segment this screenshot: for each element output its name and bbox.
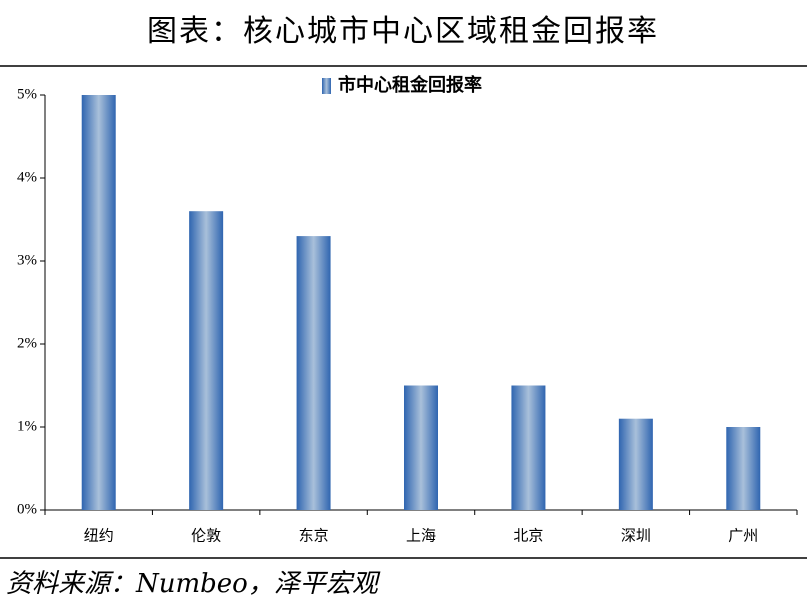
y-tick-label: 3% [17, 252, 37, 268]
bar [618, 418, 653, 510]
bar [189, 211, 224, 510]
y-tick-label: 1% [17, 418, 37, 434]
x-tick-label: 广州 [728, 527, 758, 545]
x-tick-label: 深圳 [621, 527, 651, 545]
x-tick-label: 纽约 [84, 527, 114, 545]
x-tick-label: 上海 [406, 527, 436, 545]
y-tick-label: 5% [17, 86, 37, 102]
y-tick-label: 0% [17, 501, 37, 517]
bar [404, 385, 438, 510]
y-tick-label: 2% [17, 335, 37, 351]
bar [726, 427, 761, 510]
x-tick-label: 北京 [513, 527, 543, 545]
x-tick-label: 伦敦 [191, 527, 221, 545]
page-title: 图表：核心城市中心区域租金回报率 [147, 14, 659, 49]
x-tick-label: 东京 [299, 527, 329, 545]
legend-label: 市中心租金回报率 [338, 74, 482, 96]
legend-swatch [322, 78, 331, 94]
bar [81, 95, 116, 510]
bar [296, 236, 331, 510]
source-note: 资料来源：Numbeo，泽平宏观 [6, 569, 381, 599]
bar [511, 385, 546, 510]
y-tick-label: 4% [17, 169, 37, 185]
